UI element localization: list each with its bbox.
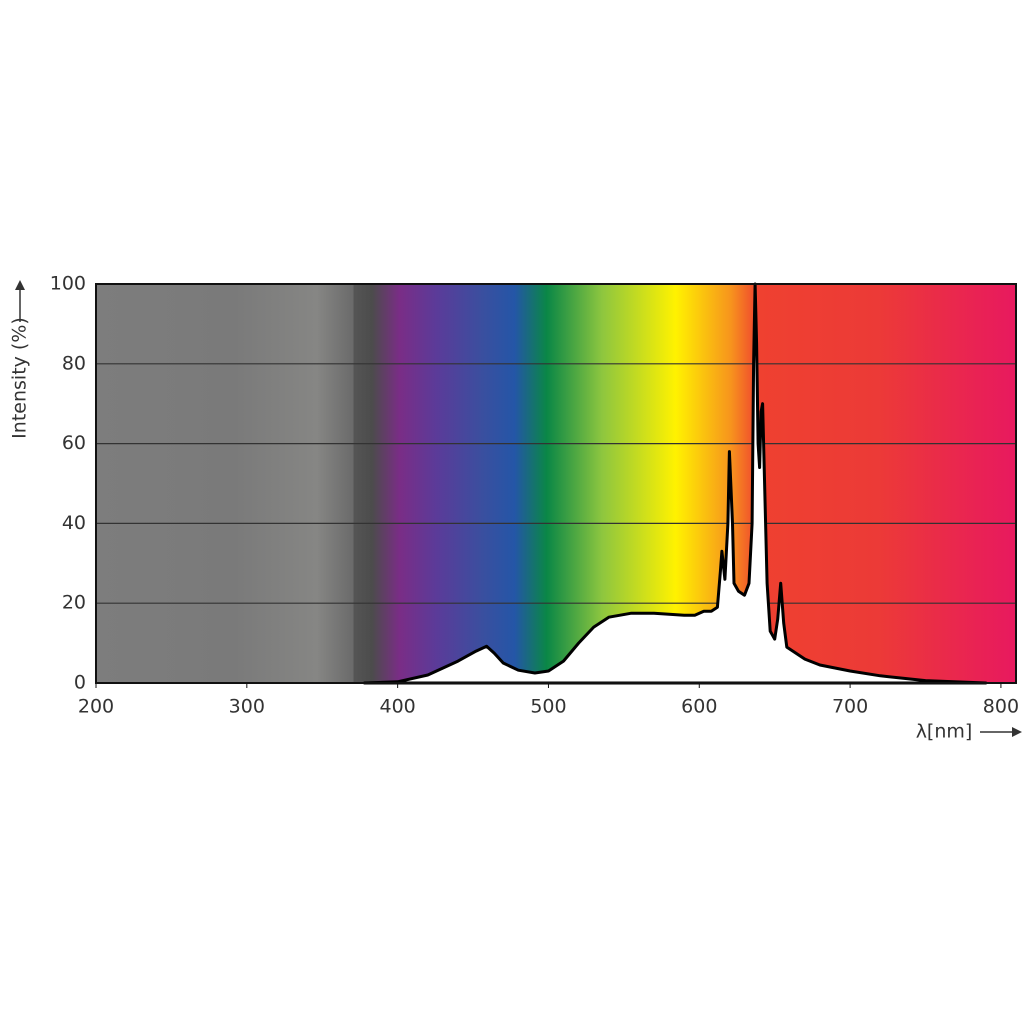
x-tick-label: 300 — [229, 696, 265, 718]
x-tick-label: 600 — [681, 696, 717, 718]
x-axis-arrowhead — [1012, 727, 1022, 737]
x-tick-label: 700 — [832, 696, 868, 718]
y-tick-label: 100 — [50, 273, 86, 295]
y-tick-label: 60 — [62, 432, 86, 454]
y-tick-label: 20 — [62, 592, 86, 614]
spectrum-background — [96, 284, 1016, 683]
y-tick-label: 80 — [62, 352, 86, 374]
x-tick-label: 400 — [380, 696, 416, 718]
plot-frame — [95, 283, 1017, 684]
y-axis-label: Intensity (%) — [9, 317, 31, 439]
y-tick-label: 0 — [74, 672, 86, 694]
x-tick-label: 200 — [78, 696, 114, 718]
x-tick-label: 800 — [983, 696, 1019, 718]
spectrum-area — [363, 282, 988, 685]
y-axis-arrowhead — [15, 280, 25, 290]
x-tick-label: 500 — [530, 696, 566, 718]
x-axis-label: λ[nm] — [916, 721, 973, 743]
y-tick-label: 40 — [62, 512, 86, 534]
